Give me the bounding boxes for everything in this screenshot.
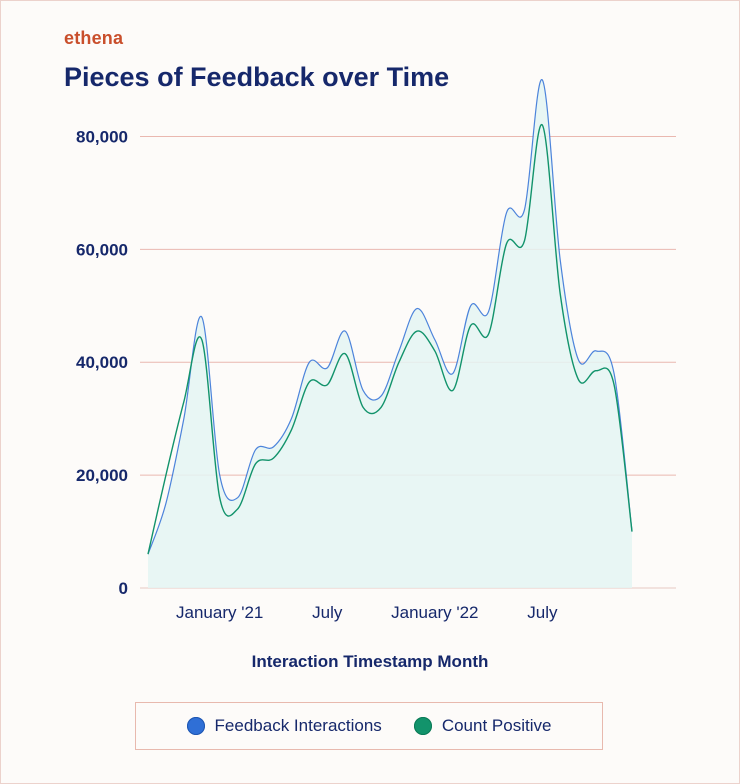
point-feedback <box>380 395 382 397</box>
point-positive <box>362 406 364 408</box>
legend-label-positive: Count Positive <box>441 716 552 735</box>
point-positive <box>523 240 525 242</box>
point-positive <box>183 401 185 403</box>
point-feedback <box>326 367 328 369</box>
point-feedback <box>559 259 561 261</box>
brand-logo: ethena <box>64 28 124 48</box>
point-feedback <box>344 330 346 332</box>
point-feedback <box>523 209 525 211</box>
point-positive <box>290 429 292 431</box>
point-feedback <box>505 211 507 213</box>
x-tick-label: July <box>527 603 558 622</box>
point-positive <box>613 384 615 386</box>
point-feedback <box>290 417 292 419</box>
point-positive <box>452 389 454 391</box>
legend-label-feedback: Feedback Interactions <box>214 716 382 735</box>
point-feedback <box>613 372 615 374</box>
point-positive <box>398 361 400 363</box>
point-feedback <box>201 316 203 318</box>
chart-title: Pieces of Feedback over Time <box>64 62 450 92</box>
point-feedback <box>362 389 364 391</box>
point-feedback <box>416 307 418 309</box>
point-positive <box>505 242 507 244</box>
point-feedback <box>183 417 185 419</box>
series-line-feedback-interactions <box>147 79 633 555</box>
point-positive <box>487 333 489 335</box>
point-positive <box>147 553 149 555</box>
point-positive <box>236 508 238 510</box>
point-positive <box>254 463 256 465</box>
point-feedback <box>469 305 471 307</box>
series-line-count-positive <box>147 124 633 555</box>
y-tick-label: 0 <box>119 579 128 598</box>
point-positive <box>272 457 274 459</box>
legend-swatch-positive <box>413 717 432 735</box>
point-feedback <box>236 496 238 498</box>
point-feedback <box>452 372 454 374</box>
point-feedback <box>272 446 274 448</box>
point-positive <box>165 474 167 476</box>
area-fill <box>148 79 632 588</box>
point-feedback <box>165 502 167 504</box>
point-feedback <box>219 474 221 476</box>
point-positive <box>469 324 471 326</box>
point-positive <box>326 384 328 386</box>
point-positive <box>595 369 597 371</box>
point-feedback <box>308 361 310 363</box>
y-tick-label: 20,000 <box>76 466 128 485</box>
point-positive <box>201 338 203 340</box>
legend-item-feedback[interactable]: Feedback Interactions <box>186 716 382 736</box>
x-axis-title: Interaction Timestamp Month <box>251 652 489 671</box>
legend-swatch-feedback <box>186 717 205 735</box>
y-tick-label: 80,000 <box>76 127 128 146</box>
y-tick-label: 40,000 <box>76 353 128 372</box>
x-tick-label: July <box>312 603 343 622</box>
point-feedback <box>398 350 400 352</box>
point-positive <box>344 353 346 355</box>
x-tick-label: January '22 <box>391 603 478 622</box>
point-positive <box>577 378 579 380</box>
point-feedback <box>595 350 597 352</box>
point-positive <box>631 530 633 532</box>
point-feedback <box>487 310 489 312</box>
point-positive <box>380 406 382 408</box>
point-positive <box>541 124 543 126</box>
point-positive <box>559 293 561 295</box>
point-positive <box>219 496 221 498</box>
y-tick-label: 60,000 <box>76 240 128 259</box>
point-positive <box>308 381 310 383</box>
point-feedback <box>434 338 436 340</box>
point-positive <box>434 350 436 352</box>
legend: Feedback Interactions Count Positive <box>135 702 603 750</box>
legend-item-positive[interactable]: Count Positive <box>413 716 552 736</box>
point-feedback <box>254 449 256 451</box>
point-feedback <box>541 79 543 81</box>
point-feedback <box>577 358 579 360</box>
point-positive <box>416 330 418 332</box>
x-tick-label: January '21 <box>176 603 263 622</box>
